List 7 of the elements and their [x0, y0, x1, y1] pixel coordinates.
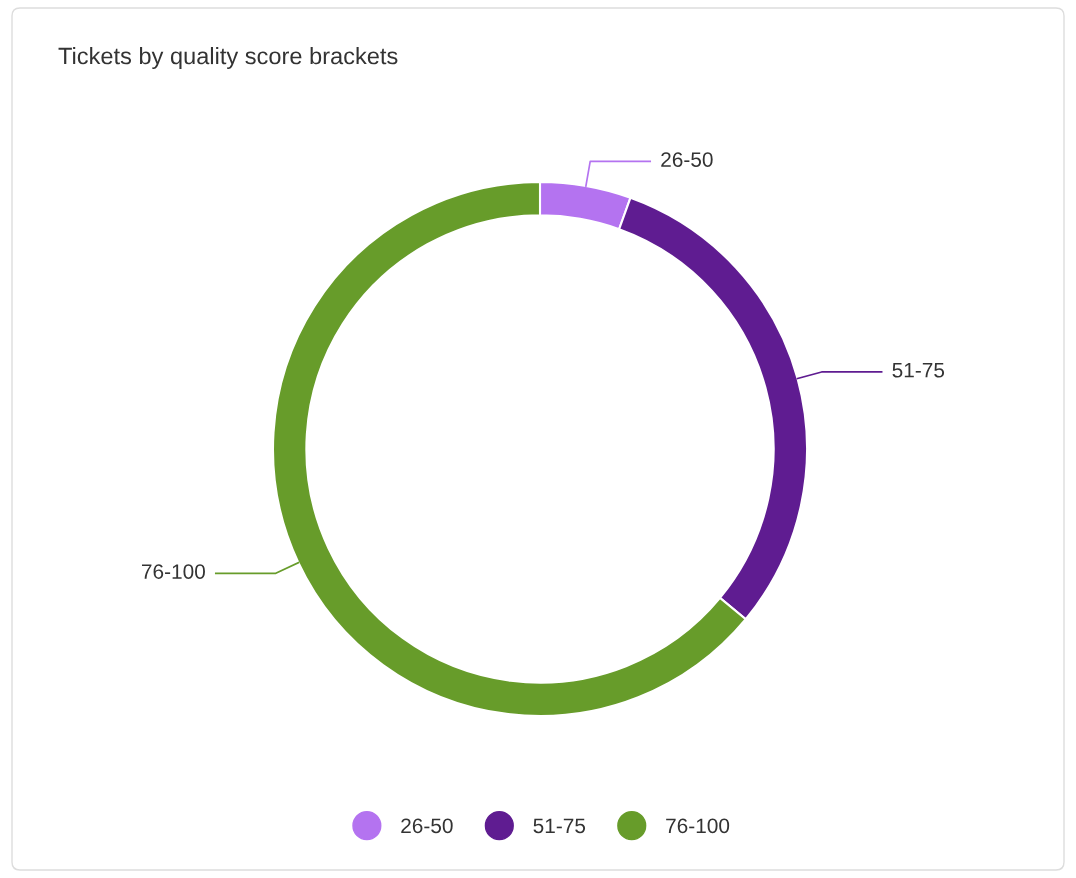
legend-label: 51-75 [533, 818, 586, 834]
legend-label: 26-50 [401, 818, 453, 834]
slice-label: 76-100 [141, 564, 205, 579]
chart-title: Tickets by quality score brackets [58, 47, 398, 69]
slice-label: 51-75 [892, 363, 945, 378]
slice-label: 26-50 [661, 152, 713, 167]
legend-label: 76-100 [666, 818, 730, 834]
